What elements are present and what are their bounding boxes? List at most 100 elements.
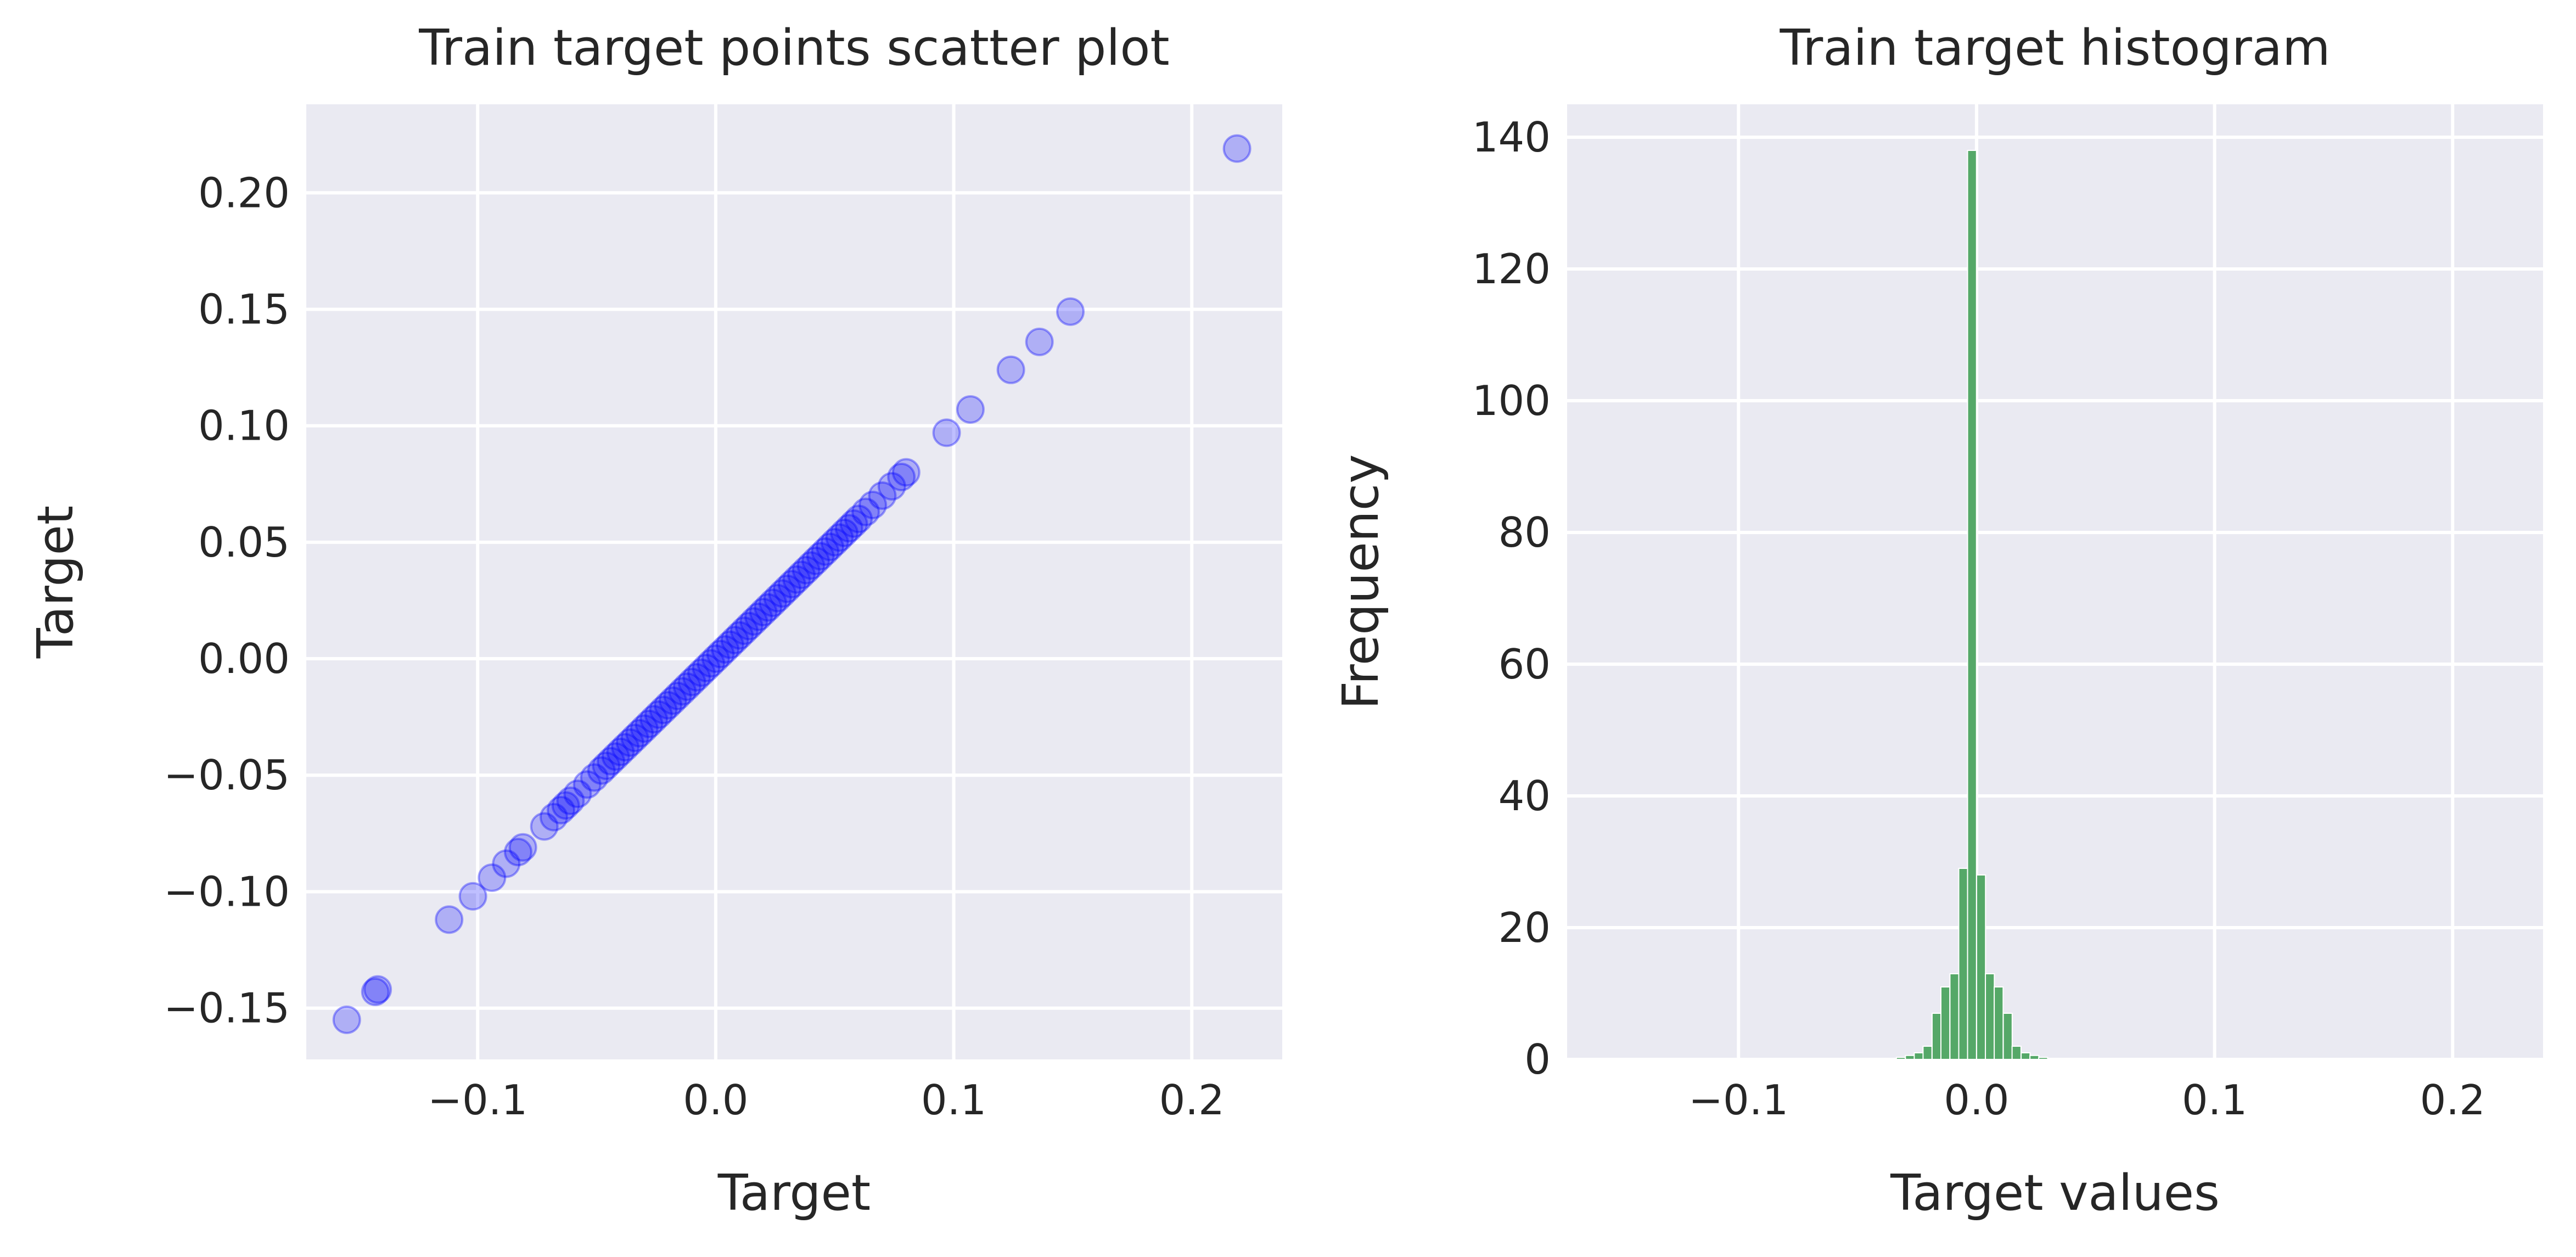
histogram-y-tick-label: 80 [1499, 508, 1551, 557]
scatter-point [563, 779, 592, 809]
scatter-plot-area [306, 104, 1282, 1059]
scatter-point [1056, 297, 1085, 326]
scatter-point [615, 728, 644, 757]
histogram-bar [2021, 1052, 2031, 1060]
scatter-x-axis-label: Target [717, 1164, 871, 1222]
scatter-point [932, 418, 961, 447]
scatter-point [692, 654, 721, 683]
scatter-point [858, 490, 888, 519]
scatter-point [654, 691, 683, 720]
scatter-point [540, 803, 569, 832]
scatter-point [834, 514, 863, 543]
histogram-x-tick-labels: −0.1 0.0 0.1 0.2 [1688, 1076, 2485, 1124]
scatter-point [701, 644, 730, 674]
scatter-point [630, 714, 659, 743]
scatter-point [620, 723, 649, 753]
scatter-point [772, 574, 801, 603]
scatter-x-tick-labels: −0.1 0.0 0.1 0.2 [428, 1076, 1225, 1124]
scatter-point [749, 598, 778, 627]
histogram-y-axis-label: Frequency [1332, 454, 1390, 710]
scatter-point [435, 905, 464, 934]
scatter-point [687, 658, 716, 687]
histogram-y-tick-label: 60 [1499, 640, 1551, 688]
scatter-y-tick-labels: −0.15 −0.10 −0.05 0.00 0.05 0.10 0.15 0.20 [164, 169, 290, 1032]
scatter-grid [306, 104, 1282, 1059]
scatter-point [816, 532, 845, 562]
scatter-point [551, 791, 580, 820]
scatter-point [792, 555, 821, 585]
scatter-point [754, 593, 783, 622]
scatter-point [573, 770, 602, 799]
scatter-point [891, 458, 921, 487]
scatter-point [478, 863, 507, 892]
histogram-bar [1985, 973, 1995, 1060]
histogram-bar [2038, 1057, 2049, 1060]
scatter-plot: Train target points scatter plot −0.1 0.0… [27, 19, 1282, 1222]
histogram-bars [1895, 150, 2049, 1060]
scatter-point [782, 565, 811, 594]
scatter-y-tick-label: 0.20 [198, 169, 290, 217]
histogram-x-tick-label: 0.1 [2182, 1076, 2247, 1124]
scatter-point [868, 481, 897, 510]
scatter-point [363, 975, 392, 1004]
scatter-point [547, 795, 576, 824]
scatter-point [649, 695, 678, 725]
scatter-point [601, 742, 630, 771]
scatter-point [503, 838, 532, 867]
histogram-bar [1922, 1046, 1933, 1060]
scatter-point [801, 546, 830, 575]
scatter-point [729, 616, 759, 646]
scatter-point [597, 747, 626, 776]
scatter-point [1025, 327, 1054, 356]
scatter-point [739, 607, 768, 636]
scatter-point [820, 528, 849, 557]
histogram-y-tick-labels: 0 20 40 60 80 100 120 140 [1472, 113, 1551, 1084]
scatter-point [625, 719, 654, 748]
histogram-bar [1976, 874, 1986, 1060]
scatter-point [768, 579, 797, 608]
histogram-bar [2002, 1013, 2013, 1060]
histogram-bar [2029, 1054, 2040, 1060]
scatter-point [877, 472, 906, 501]
scatter-y-tick-label: 0.10 [198, 402, 290, 450]
scatter-x-tick-label: 0.1 [921, 1076, 986, 1124]
histogram-bar [1958, 868, 1968, 1060]
scatter-point [644, 700, 673, 729]
scatter-y-tick-label: −0.15 [164, 984, 290, 1032]
scatter-point [720, 626, 749, 655]
scatter-point [668, 677, 697, 706]
histogram-title: Train target histogram [1779, 19, 2330, 77]
scatter-point [492, 849, 521, 878]
histogram-y-tick-label: 140 [1472, 113, 1551, 161]
scatter-point [887, 463, 916, 492]
scatter-point [1222, 134, 1251, 163]
scatter-y-tick-label: 0.00 [198, 635, 290, 683]
scatter-point [777, 570, 806, 599]
histogram-bar [2011, 1046, 2022, 1060]
histogram-y-tick-label: 0 [1524, 1035, 1551, 1084]
scatter-points [332, 134, 1251, 1034]
scatter-point [587, 756, 616, 785]
scatter-point [635, 709, 664, 738]
scatter-point [830, 518, 859, 547]
histogram-bar [1913, 1052, 1924, 1060]
scatter-point [458, 882, 487, 911]
scatter-point [744, 602, 773, 631]
scatter-x-tick-label: 0.0 [683, 1076, 748, 1124]
histogram-y-tick-label: 100 [1472, 377, 1551, 425]
scatter-y-tick-label: 0.05 [198, 518, 290, 566]
scatter-point [956, 395, 985, 424]
scatter-point [361, 977, 390, 1006]
scatter-point [677, 667, 706, 697]
scatter-y-tick-label: −0.10 [164, 867, 290, 916]
scatter-point [787, 560, 816, 590]
scatter-point [706, 639, 735, 669]
scatter-point [811, 537, 840, 566]
scatter-point [530, 812, 559, 841]
scatter-point [734, 611, 764, 641]
scatter-point [711, 635, 740, 664]
scatter-y-axis-label: Target [27, 506, 85, 659]
scatter-point [825, 523, 854, 552]
scatter-point [508, 833, 537, 862]
